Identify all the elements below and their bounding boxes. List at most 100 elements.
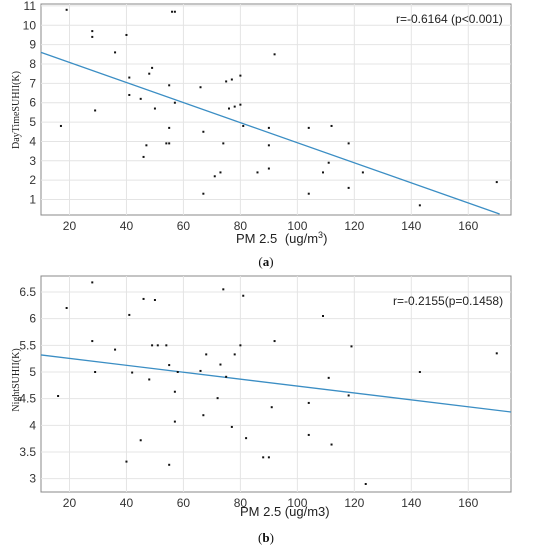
panel-a-data-point bbox=[168, 142, 171, 145]
panel-a-y-tick-label: 7 bbox=[29, 76, 36, 90]
panel-b-y-tick-label: 6.5 bbox=[19, 285, 36, 299]
panel-b-data-point bbox=[65, 307, 68, 309]
panel-a-data-point bbox=[94, 109, 97, 112]
panel-b-data-point bbox=[347, 394, 350, 397]
panel-a-data-point bbox=[347, 142, 350, 145]
panel-a-data-point bbox=[128, 93, 131, 96]
panel-b-data-point bbox=[153, 299, 156, 301]
panel-a-data-point bbox=[91, 35, 94, 38]
panel-a-data-point bbox=[307, 192, 310, 195]
panel-a-data-point bbox=[213, 175, 216, 178]
panel-a-caption: (a) bbox=[258, 254, 273, 269]
panel-a-data-point bbox=[142, 155, 145, 158]
panel-a-data-point bbox=[199, 86, 202, 89]
panel-b-data-point bbox=[216, 397, 219, 400]
panel-b-caption: (b) bbox=[258, 530, 274, 545]
panel-b-data-point bbox=[219, 363, 222, 366]
panel-b-x-axis-label: PM 2.5 (ug/m3) bbox=[240, 504, 330, 519]
panel-a-data-point bbox=[125, 33, 128, 36]
panel-b-data-point bbox=[173, 420, 176, 423]
panel-a-x-tick-label: 60 bbox=[177, 219, 191, 233]
panel-b-data-point bbox=[125, 460, 128, 463]
panel-a-data-point bbox=[59, 124, 62, 127]
panel-a-x-label-name: PM 2.5 bbox=[236, 231, 277, 246]
panel-b-fit-line bbox=[40, 354, 512, 413]
panel-b-data-point bbox=[239, 344, 242, 347]
panel-a-caption-open: ( bbox=[258, 254, 262, 269]
panel-b-data-point bbox=[418, 371, 421, 373]
panel-b-data-point bbox=[222, 288, 225, 291]
panel-a-data-point bbox=[171, 10, 174, 13]
panel-b-data-point bbox=[176, 371, 179, 373]
panel-b-data-point bbox=[131, 371, 134, 374]
panel-b-x-tick-label: 60 bbox=[177, 496, 191, 510]
panel-a-grid bbox=[41, 4, 511, 215]
panel-a-data-point bbox=[168, 84, 171, 87]
panel-a-data-point bbox=[239, 74, 242, 77]
panel-b-grid bbox=[41, 276, 511, 492]
panel-a-y-tick-label: 10 bbox=[23, 18, 37, 32]
panel-b-y-tick-label: 6 bbox=[29, 312, 36, 326]
panel-a-x-tick-label: 20 bbox=[63, 219, 77, 233]
panel-b-y-tick-label: 5 bbox=[29, 365, 36, 379]
panel-a-fit-line bbox=[40, 51, 500, 215]
panel-a-data-point bbox=[65, 8, 68, 11]
panel-a-y-tick-label: 9 bbox=[29, 38, 36, 52]
panel-b-data-point bbox=[94, 371, 97, 373]
panel-b-data-point bbox=[242, 294, 245, 297]
panel-a-data-point bbox=[267, 144, 270, 147]
panel-a-data-point bbox=[327, 161, 330, 164]
panel-b-data-point bbox=[233, 353, 236, 356]
panel-b-data-point bbox=[202, 414, 205, 417]
panel-a-x-tick-label: 140 bbox=[401, 219, 421, 233]
panel-b-data-point bbox=[230, 425, 233, 428]
panel-a-data-point bbox=[330, 124, 333, 127]
panel-b-data-point bbox=[156, 344, 159, 347]
panel-b-data-point bbox=[307, 433, 310, 436]
panel-a: 1 2 3 4 5 6 7 8 9 10 11 20 40 60 80 100 120 140 160 r=-0.… bbox=[11, 0, 512, 269]
panel-b-caption-letter: b bbox=[262, 530, 269, 545]
panel-b-data-point bbox=[139, 439, 142, 442]
panel-b-y-tick-label: 3 bbox=[29, 472, 36, 486]
panel-b-x-tick-label: 100 bbox=[287, 496, 307, 510]
panel-a-data-point bbox=[219, 171, 222, 174]
panel-b: 3 3.5 4 4.5 5 5.5 6 6.5 20 40 60 80 100 120 140 160 r=… bbox=[11, 275, 512, 545]
panel-a-x-tick-label: 160 bbox=[458, 219, 478, 233]
panel-a-caption-letter: a bbox=[263, 254, 270, 269]
panel-b-data-point bbox=[262, 456, 265, 459]
panel-a-points bbox=[59, 8, 498, 207]
panel-b-data-point bbox=[142, 297, 145, 300]
panel-a-data-point bbox=[233, 105, 236, 108]
panel-b-caption-open: ( bbox=[258, 530, 262, 545]
panel-a-data-point bbox=[222, 142, 225, 145]
panel-a-x-axis-label: PM 2.5 (ug/m3) bbox=[236, 230, 327, 246]
panel-a-data-point bbox=[91, 30, 94, 33]
panel-b-data-point bbox=[225, 375, 228, 378]
panel-b-data-point bbox=[199, 369, 202, 372]
panel-b-data-point bbox=[148, 378, 151, 381]
panel-a-x-label-unit: (ug/m bbox=[285, 231, 318, 246]
panel-a-data-point bbox=[225, 80, 228, 83]
panel-b-x-tick-label: 20 bbox=[63, 496, 77, 510]
panel-a-data-point bbox=[361, 171, 364, 174]
panel-b-x-tick-label: 140 bbox=[401, 496, 421, 510]
panel-a-data-point bbox=[239, 103, 242, 106]
panel-a-data-point bbox=[128, 76, 131, 79]
panel-b-data-point bbox=[307, 401, 310, 404]
panel-a-x-ticks: 20 40 60 80 100 120 140 160 bbox=[63, 219, 479, 233]
panel-b-data-point bbox=[330, 443, 333, 446]
panel-b-annotation: r=-0.2155(p=0.1458) bbox=[393, 294, 503, 308]
panel-a-data-point bbox=[202, 192, 205, 195]
panel-a-x-tick-label: 40 bbox=[120, 219, 134, 233]
panel-b-x-tick-label: 80 bbox=[234, 496, 248, 510]
panel-a-y-tick-label: 2 bbox=[29, 173, 36, 187]
panel-b-y-tick-label: 4.5 bbox=[19, 392, 36, 406]
panel-a-x-tick-label: 80 bbox=[234, 219, 248, 233]
panel-a-y-tick-label: 11 bbox=[24, 0, 37, 13]
panel-b-x-tick-label: 120 bbox=[344, 496, 364, 510]
panel-a-y-tick-label: 6 bbox=[29, 96, 36, 110]
panel-a-x-label-unit-sup: 3 bbox=[318, 230, 323, 240]
panel-b-data-point bbox=[168, 364, 171, 367]
panel-a-data-point bbox=[173, 10, 176, 13]
